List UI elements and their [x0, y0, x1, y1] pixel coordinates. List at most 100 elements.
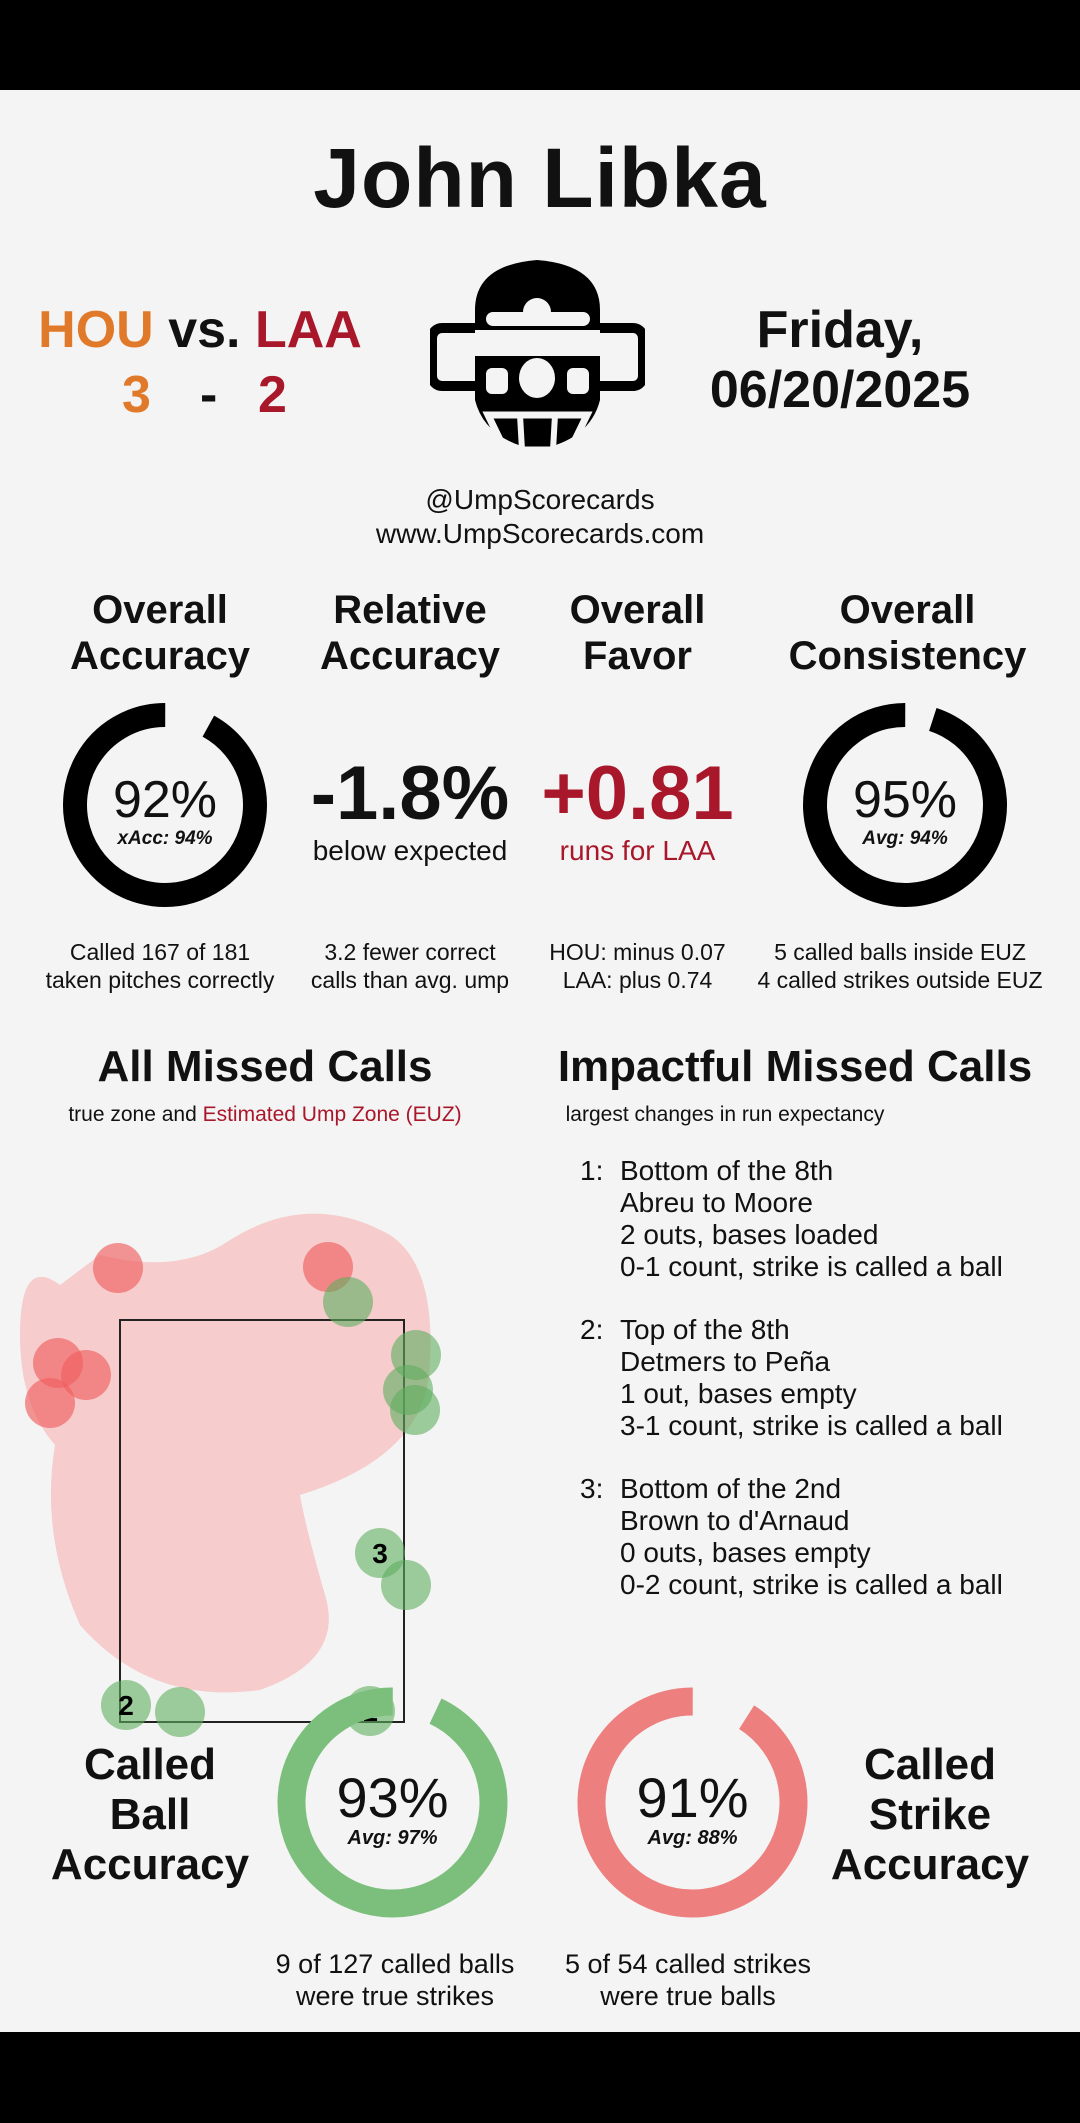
- euz-region: [20, 1213, 431, 1693]
- desc-line: 5 called balls inside EUZ: [774, 939, 1026, 965]
- call-number: 3:: [580, 1473, 604, 1504]
- call-line: 0-1 count, strike is called a ball: [620, 1251, 1003, 1282]
- strike-accuracy-description: 5 of 54 called strikes were true balls: [538, 1948, 838, 2012]
- overall-consistency-desc: 5 called balls inside EUZ 4 called strik…: [735, 938, 1065, 994]
- missed-call-point: [155, 1687, 205, 1737]
- heading-line: Accuracy: [50, 1840, 250, 1889]
- all-missed-calls-title: All Missed Calls: [97, 1042, 433, 1091]
- missed-call-point: [390, 1385, 440, 1435]
- desc-line: 4 called strikes outside EUZ: [757, 967, 1043, 993]
- ring-arc: [577, 1687, 808, 1918]
- impactful-missed-calls-subtitle: largest changes in run expectancy: [565, 1103, 885, 1126]
- heading-line: Consistency: [788, 634, 1027, 678]
- missed-call-label: 2: [118, 1690, 134, 1721]
- relative-accuracy-desc: 3.2 fewer correct calls than avg. ump: [290, 938, 530, 994]
- missed-call-point: [93, 1243, 143, 1293]
- game-date-value: 06/20/2025: [709, 361, 971, 419]
- overall-accuracy-heading: Overall Accuracy: [20, 587, 300, 679]
- impactful-call-2: 2: Top of the 8th Detmers to Peña 1 out,…: [580, 1314, 1060, 1454]
- scorecard: John Libka HOU vs. LAA 3 - 2 Friday, 06/…: [0, 90, 1080, 2032]
- subtitle-true-zone: true zone and: [68, 1103, 197, 1126]
- impactful-call-1: 1: Bottom of the 8th Abreu to Moore 2 ou…: [580, 1155, 1060, 1295]
- call-line: Bottom of the 2nd: [620, 1473, 842, 1504]
- call-line: 1 out, bases empty: [620, 1378, 857, 1409]
- overall-accuracy-value: 92%: [112, 771, 218, 829]
- overall-consistency-value: 95%: [852, 771, 958, 829]
- desc-line: LAA: plus 0.74: [562, 967, 713, 993]
- twitter-handle: @UmpScorecards: [425, 484, 655, 515]
- home-team: HOU: [38, 301, 154, 359]
- desc-line: 3.2 fewer correct: [324, 939, 496, 965]
- call-number: 2:: [580, 1314, 604, 1345]
- call-line: 0 outs, bases empty: [620, 1537, 871, 1568]
- branding: @UmpScorecards www.UmpScorecards.com: [340, 483, 740, 551]
- all-missed-calls-subtitle: true zone and Estimated Ump Zone (EUZ): [0, 1103, 530, 1127]
- desc-line: HOU: minus 0.07: [549, 939, 726, 965]
- overall-favor-value: +0.81: [541, 751, 734, 836]
- strike-accuracy-value: 91%: [636, 1766, 749, 1829]
- call-line: Top of the 8th: [620, 1314, 790, 1345]
- overall-favor-heading: Overall Favor: [520, 587, 755, 679]
- heading-line: Relative: [333, 588, 487, 632]
- missed-call-point: [323, 1277, 373, 1327]
- impactful-missed-calls-title: Impactful Missed Calls: [557, 1042, 1033, 1091]
- matchup: HOU vs. LAA: [30, 300, 370, 360]
- call-details: Top of the 8th Detmers to Peña 1 out, ba…: [620, 1314, 1003, 1442]
- overall-favor-sub: runs for LAA: [559, 835, 716, 866]
- heading-line: Accuracy: [319, 634, 501, 678]
- missed-call-point: [381, 1560, 431, 1610]
- heading-line: Overall: [569, 588, 706, 632]
- subtitle-euz: Estimated Ump Zone (EUZ): [202, 1103, 462, 1126]
- ball-accuracy-value: 93%: [336, 1766, 449, 1829]
- ball-accuracy-description: 9 of 127 called balls were true strikes: [240, 1948, 550, 2012]
- desc-line: Called 167 of 181: [69, 939, 251, 965]
- missed-call-point: [25, 1378, 75, 1428]
- call-line: Bottom of the 8th: [620, 1155, 834, 1186]
- missed-call-point: [101, 1680, 151, 1730]
- strike-accuracy-heading: Called Strike Accuracy: [810, 1740, 1050, 1890]
- relative-accuracy-value: -1.8%: [310, 751, 510, 836]
- heading-line: Called: [863, 1740, 997, 1789]
- call-line: 3-1 count, strike is called a ball: [620, 1410, 1003, 1441]
- strike-accuracy-ring: [577, 1687, 808, 1918]
- missed-call-point: [61, 1350, 111, 1400]
- away-score: 2: [258, 366, 287, 424]
- home-score: 3: [122, 366, 151, 424]
- ball-accuracy-ring: [277, 1687, 508, 1918]
- missed-calls-plot: 3 2 1: [20, 1213, 441, 1737]
- ball-accuracy-heading: Called Ball Accuracy: [30, 1740, 270, 1890]
- umpire-name: John Libka: [313, 131, 767, 225]
- overall-accuracy-ring: [63, 703, 267, 907]
- call-number: 1:: [580, 1155, 604, 1186]
- relative-accuracy-sub: below expected: [312, 835, 508, 866]
- desc-line: calls than avg. ump: [310, 967, 510, 993]
- desc-line: taken pitches correctly: [45, 967, 275, 993]
- heading-line: Overall: [839, 588, 976, 632]
- heading-line: Called: [83, 1740, 217, 1789]
- heading-line: Favor: [583, 634, 692, 678]
- heading-line: Overall: [92, 588, 228, 632]
- overall-consistency-ring: [803, 703, 1007, 907]
- game-date: Friday, 06/20/2025: [670, 300, 1010, 420]
- ball-accuracy-avg: Avg: 97%: [347, 1827, 438, 1849]
- strike-zone: [119, 1319, 405, 1723]
- overall-accuracy-desc: Called 167 of 181 taken pitches correctl…: [20, 938, 300, 994]
- missed-call-label: 3: [372, 1538, 388, 1569]
- heading-line: Accuracy: [830, 1840, 1030, 1889]
- overall-consistency-heading: Overall Consistency: [755, 587, 1060, 679]
- overall-consistency-avg: Avg: 94%: [862, 828, 948, 849]
- desc-line: were true strikes: [295, 1981, 495, 2011]
- call-line: 0-2 count, strike is called a ball: [620, 1569, 1003, 1600]
- call-line: Abreu to Moore: [620, 1187, 813, 1218]
- call-line: 2 outs, bases loaded: [620, 1219, 879, 1250]
- strike-accuracy-avg: Avg: 88%: [647, 1827, 738, 1849]
- relative-accuracy-heading: Relative Accuracy: [280, 587, 540, 679]
- vs-label: vs.: [168, 301, 241, 359]
- impactful-call-3: 3: Bottom of the 2nd Brown to d'Arnaud 0…: [580, 1473, 1060, 1613]
- call-details: Bottom of the 8th Abreu to Moore 2 outs,…: [620, 1155, 1003, 1283]
- heading-line: Accuracy: [69, 634, 251, 678]
- call-line: Detmers to Peña: [620, 1346, 831, 1377]
- heading-line: Ball: [109, 1790, 191, 1839]
- call-details: Bottom of the 2nd Brown to d'Arnaud 0 ou…: [620, 1473, 1003, 1601]
- ring-arc: [63, 703, 267, 907]
